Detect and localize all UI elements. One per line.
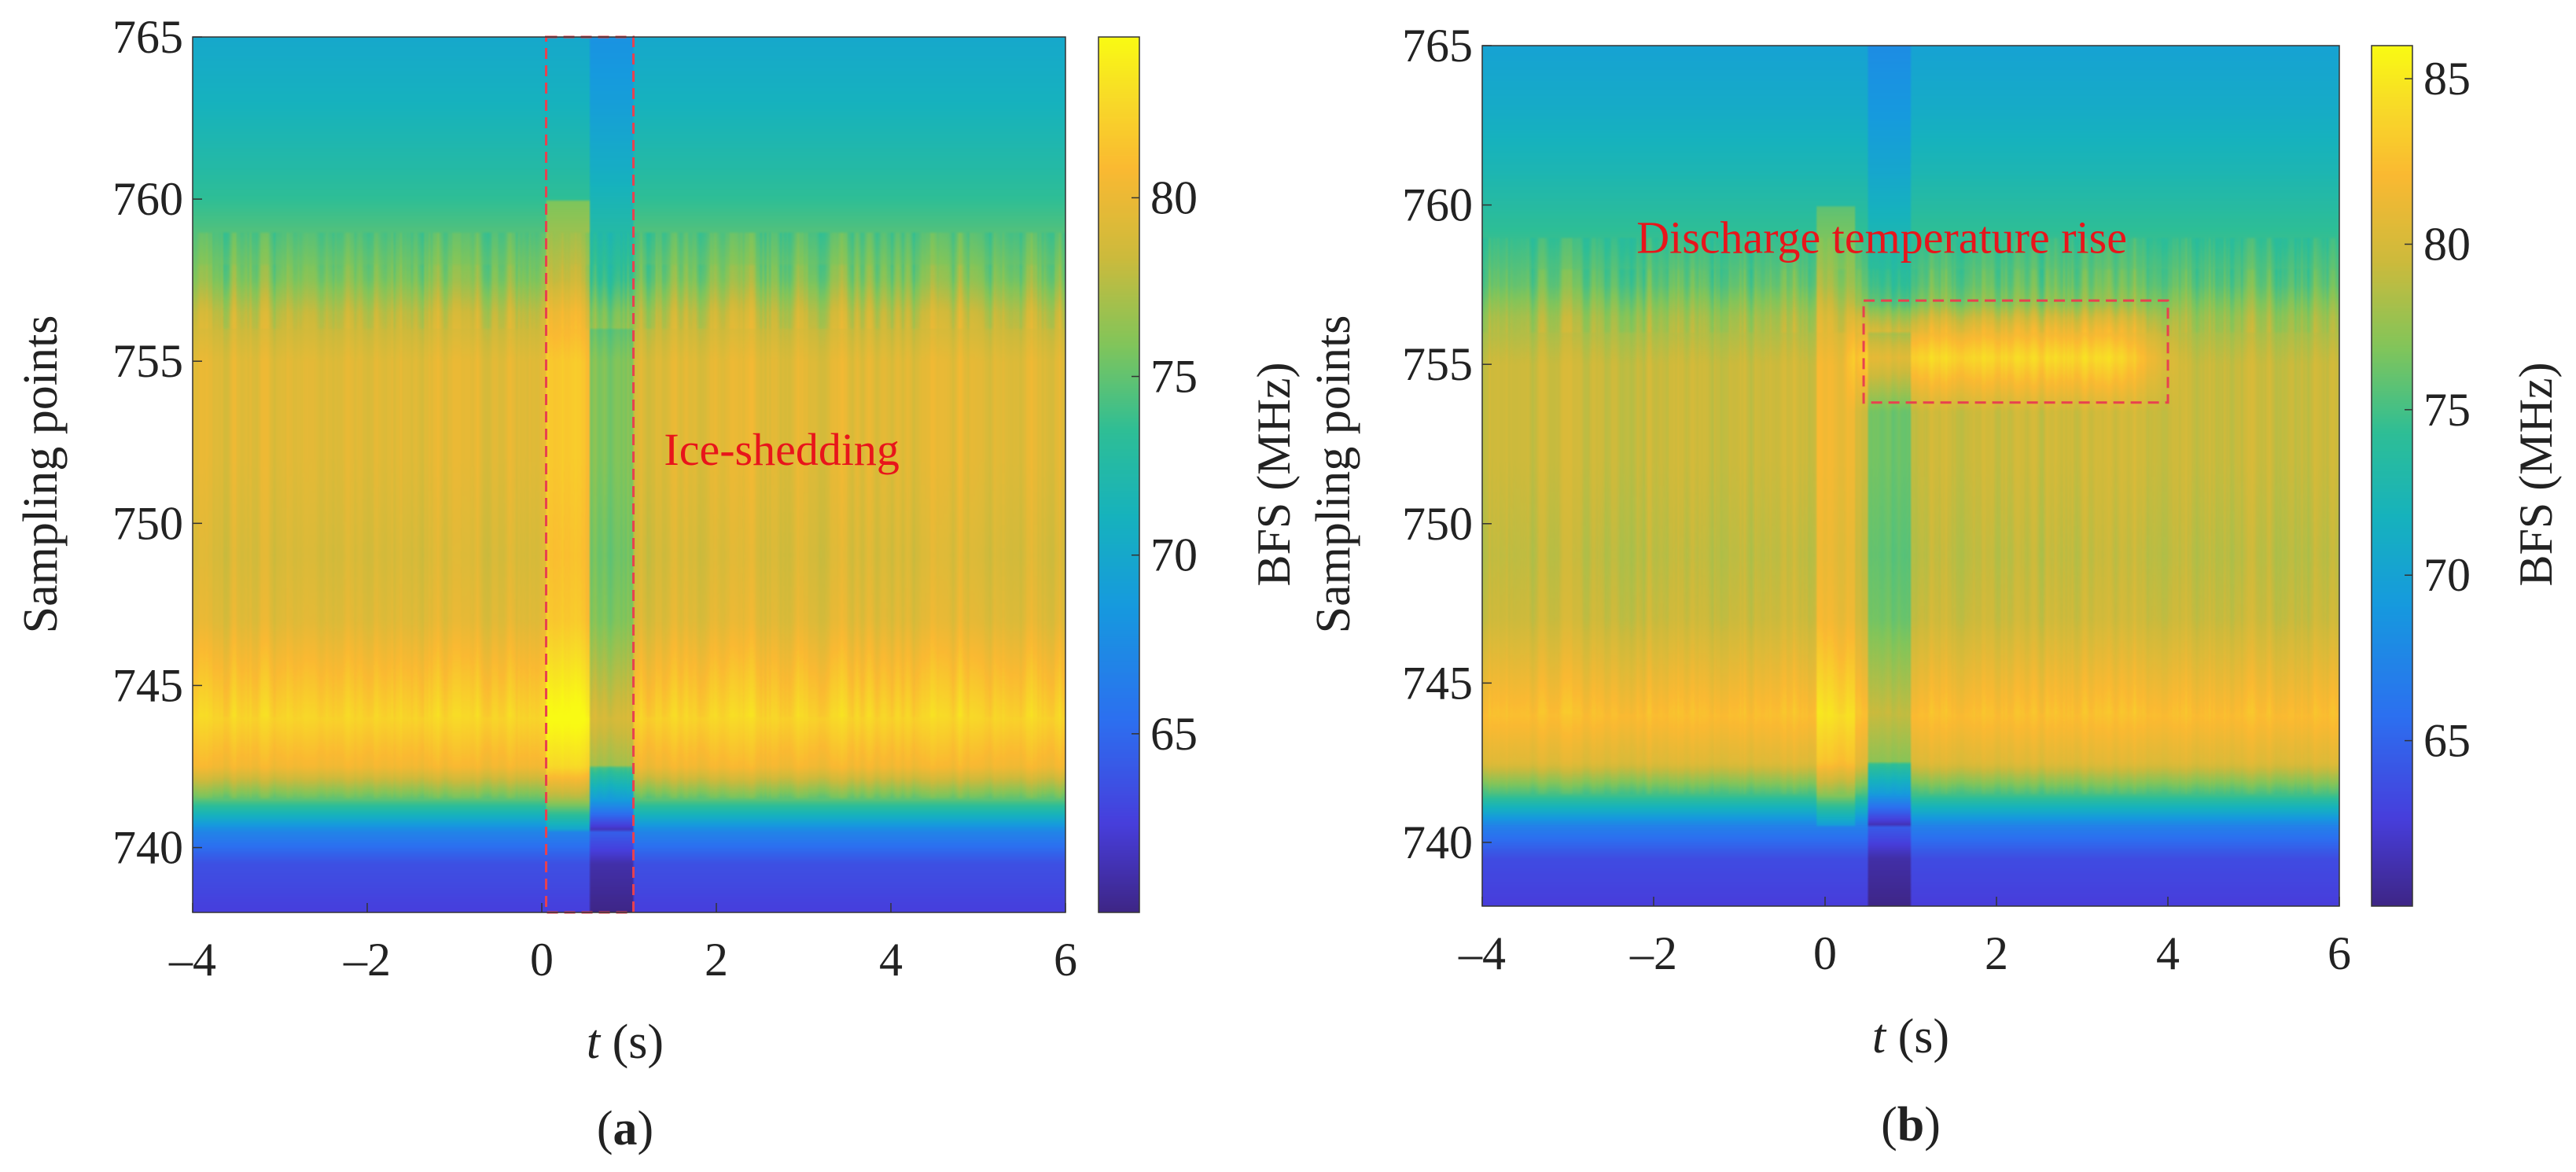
y-tick-label-b: 750 (1402, 498, 1473, 550)
x-tick-label-b: 2 (1985, 927, 2008, 979)
colorbar-tick-label-a: 80 (1150, 171, 1198, 223)
panel-b: Discharge temperature rise –4 –2 0 2 4 6 7407… (1307, 20, 2562, 1152)
colorbar-b (2372, 46, 2412, 906)
colorbar-tick-label-b: 65 (2423, 715, 2471, 767)
y-tick-label-a: 750 (112, 497, 183, 549)
x-axis-label-a: t (s) (587, 1015, 664, 1069)
x-axis-var-b: t (1872, 1010, 1887, 1063)
panel-label-b: (b) (1881, 1098, 1941, 1152)
heatmap-b (1482, 46, 2339, 906)
colorbar-tick-label-b: 75 (2423, 384, 2471, 436)
colorbar-tick-label-b: 80 (2423, 218, 2471, 270)
x-tick-label-a: –2 (343, 934, 391, 986)
annotation-discharge-temperature-rise: Discharge temperature rise (1636, 212, 2127, 263)
x-tick-label-b: 0 (1813, 927, 1837, 979)
panel-letter-a: a (613, 1102, 638, 1155)
annotation-ice-shedding: Ice-shedding (664, 424, 900, 475)
panel-a: Ice-shedding –4 –2 0 2 4 6 740 745 750 755 760 765… (14, 11, 1300, 1155)
colorbar-tick-label-a: 70 (1150, 529, 1198, 581)
colorbar-label-a: BFS (MHz) (1248, 362, 1300, 586)
x-tick-label-b: –4 (1458, 927, 1506, 979)
colorbar-tick-label-a: 75 (1150, 351, 1198, 403)
colorbar-frame-b (2371, 45, 2413, 907)
x-axis-var-a: t (587, 1015, 602, 1069)
x-tick-label-a: 0 (530, 934, 554, 986)
x-tick-label-a: 2 (705, 934, 728, 986)
y-tick-label-b: 745 (1402, 657, 1473, 709)
x-ticks-a: –4 –2 0 2 4 6 (168, 903, 1077, 986)
colorbar-tick-label-b: 70 (2423, 549, 2471, 601)
colorbar-frame-a (1098, 36, 1140, 913)
colorbar-tick-label-a: 65 (1150, 708, 1198, 760)
colorbar-label-b: BFS (MHz) (2510, 362, 2562, 586)
x-tick-label-b: 6 (2328, 927, 2351, 979)
x-tick-label-a: 6 (1054, 934, 1077, 986)
x-tick-label-a: 4 (879, 934, 903, 986)
colorbar-ticks-a: 65 70 75 80 (1132, 171, 1198, 760)
y-tick-label-b: 765 (1402, 20, 1473, 72)
x-ticks-b: –4 –2 0 2 4 6 (1458, 897, 2351, 979)
y-tick-label-a: 765 (112, 11, 183, 63)
y-tick-label-a: 760 (112, 173, 183, 225)
y-axis-label-a: Sampling points (14, 315, 68, 634)
colorbar-tick-label-b: 85 (2423, 53, 2471, 105)
x-axis-unit-b: (s) (1886, 1010, 1949, 1063)
panel-letter-b: b (1897, 1098, 1924, 1152)
y-ticks-b: 740 745 750 755 760 765 (1402, 20, 1492, 868)
x-axis-label-b: t (s) (1872, 1010, 1949, 1063)
plot-frame-b (1481, 45, 2340, 907)
x-tick-label-b: 4 (2156, 927, 2180, 979)
highlight-box-b (1862, 299, 2169, 404)
y-tick-label-b: 755 (1402, 338, 1473, 390)
colorbar-ticks-b: 65 70 75 80 85 (2405, 53, 2471, 767)
y-tick-label-a: 745 (112, 659, 183, 711)
x-tick-label-a: –4 (168, 934, 216, 986)
y-ticks-a: 740 745 750 755 760 765 (112, 11, 202, 874)
y-tick-label-b: 740 (1402, 816, 1473, 868)
y-tick-label-a: 755 (112, 335, 183, 387)
plot-frame-a (192, 36, 1066, 913)
y-tick-label-a: 740 (112, 822, 183, 874)
y-tick-label-b: 760 (1402, 179, 1473, 231)
y-axis-label-b: Sampling points (1307, 315, 1360, 634)
x-tick-label-b: –2 (1629, 927, 1677, 979)
panel-label-a: (a) (597, 1102, 653, 1155)
colorbar-a (1098, 37, 1139, 912)
x-axis-unit-a: (s) (600, 1015, 664, 1069)
heatmap-a (193, 37, 1065, 912)
